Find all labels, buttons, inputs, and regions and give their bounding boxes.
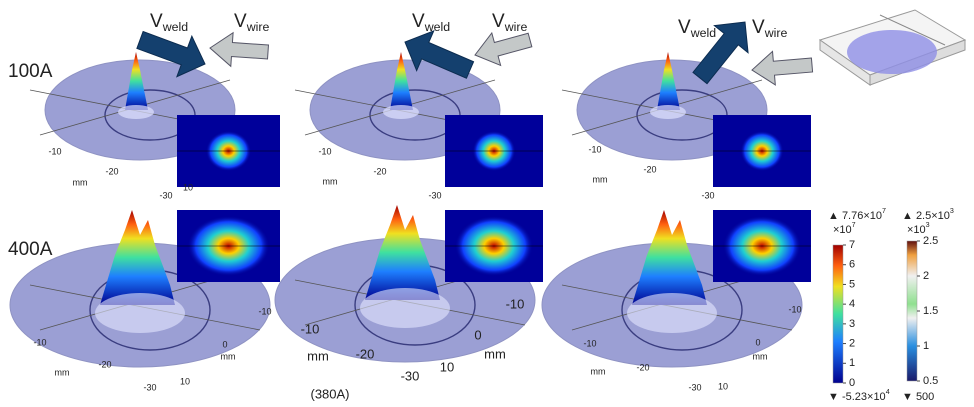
colorbar-tick-label: 0.5 <box>923 375 938 387</box>
note: (380A) <box>310 386 349 401</box>
velocity-label-script: weld <box>690 26 717 40</box>
colorbar-tick-label: 2 <box>923 270 929 282</box>
colorbar-multiplier-script: 7 <box>852 221 856 229</box>
velocity-arrow <box>475 33 532 65</box>
axis-label: mm <box>323 176 338 186</box>
axis-label: -20 <box>636 362 649 372</box>
pool <box>118 105 154 119</box>
colorbar-tick-label: 1.5 <box>923 305 938 317</box>
axis-label: 0 <box>755 337 760 347</box>
velocity-label: Vweld <box>150 11 188 34</box>
axis-label: -30 <box>428 190 441 200</box>
colorbar-multiplier-script: 3 <box>926 221 930 229</box>
axis-label: -20 <box>643 164 656 174</box>
colorbar-tick-label: 3 <box>849 318 855 330</box>
pool <box>627 293 717 333</box>
colorbar-tick-label: 2 <box>849 337 855 349</box>
velocity-label-main: V <box>752 17 765 38</box>
velocity-label: Vweld <box>412 11 450 34</box>
pool <box>650 105 686 119</box>
axis-label: -10 <box>301 321 320 336</box>
axis-label: mm <box>55 367 70 377</box>
colorbar-tick-label: 2.5 <box>923 235 938 247</box>
axis-label: -10 <box>588 144 601 154</box>
colorbar-min: ▼ 500 <box>902 391 934 403</box>
axis-label: 0 <box>222 339 227 349</box>
velocity-label-main: V <box>412 11 425 32</box>
colorbar-tick-label: 5 <box>849 278 855 290</box>
velocity-label-script: wire <box>246 20 270 34</box>
colorbar-tick-label: 7 <box>849 239 855 251</box>
colorbar-tick-label: 4 <box>849 298 855 310</box>
axis-label: -10 <box>258 306 271 316</box>
velocity-arrow <box>210 33 268 67</box>
velocity-label-script: weld <box>162 20 189 34</box>
axis-label: 10 <box>183 182 193 192</box>
thumbnail <box>820 10 965 85</box>
axis-label: mm <box>307 348 329 363</box>
axis-label: 10 <box>180 376 190 386</box>
axis-label: -30 <box>143 382 156 392</box>
colorbar-min-main: ▼ 500 <box>902 391 934 403</box>
colorbar-max-script: 7 <box>882 207 886 215</box>
axis-label: -20 <box>105 166 118 176</box>
axis-label: -10 <box>318 146 331 156</box>
pool <box>360 288 450 328</box>
colorbar-tick-label: 1 <box>849 357 855 369</box>
velocity-label: Vweld <box>678 17 716 40</box>
axis-label: -20 <box>373 166 386 176</box>
axis-label: 10 <box>718 381 728 391</box>
axis-label: mm <box>484 346 506 361</box>
row-label: 400A <box>8 239 53 260</box>
colorbar-max-script: 3 <box>950 207 954 215</box>
axis-label: -30 <box>159 190 172 200</box>
axis-label: -20 <box>98 359 111 369</box>
colorbar-tick-label: 1 <box>923 340 929 352</box>
axis-label: mm <box>73 177 88 187</box>
axis-label: mm <box>591 366 606 376</box>
colorbar-tick-label: 0 <box>849 377 855 389</box>
axis-label: 10 <box>440 359 454 374</box>
colorbar-max: ▲ 2.5×103 <box>902 207 954 222</box>
velocity-label: Vwire <box>752 17 787 40</box>
axis-label: -10 <box>583 338 596 348</box>
axis-label: -30 <box>688 382 701 392</box>
colorbar <box>833 245 843 383</box>
axis-label: -30 <box>701 190 714 200</box>
colorbar-tick-label: 6 <box>849 259 855 271</box>
velocity-label-main: V <box>678 17 691 38</box>
colorbar <box>907 241 917 381</box>
axis-label: -10 <box>506 296 525 311</box>
velocity-label-script: wire <box>504 20 528 34</box>
axis-label: mm <box>221 351 236 361</box>
axis-label: -10 <box>788 304 801 314</box>
axis-label: -20 <box>356 346 375 361</box>
pool <box>383 105 419 119</box>
velocity-label: Vwire <box>234 11 269 34</box>
axis-label: 0 <box>474 327 481 342</box>
velocity-label-main: V <box>150 11 163 32</box>
pool <box>95 293 185 333</box>
colorbar-min-script: 4 <box>886 388 890 396</box>
axis-label: mm <box>593 174 608 184</box>
velocity-label-main: V <box>492 11 505 32</box>
velocity-label-script: weld <box>424 20 451 34</box>
row-label: 100A <box>8 61 53 82</box>
colorbar-min-main: ▼ -5.23×10 <box>828 391 886 403</box>
axis-label: mm <box>753 351 768 361</box>
axis-label: -30 <box>401 368 420 383</box>
velocity-label: Vwire <box>492 11 527 34</box>
colorbar-max: ▲ 7.76×107 <box>828 207 886 222</box>
colorbar-min: ▼ -5.23×104 <box>828 388 890 403</box>
colorbar-multiplier-main: ×10 <box>833 224 852 236</box>
axis-label: -10 <box>33 337 46 347</box>
velocity-label-script: wire <box>764 26 788 40</box>
axis-label: -10 <box>48 146 61 156</box>
colorbar-multiplier: ×107 <box>833 221 856 236</box>
colorbar-multiplier: ×103 <box>907 221 930 236</box>
figure: 100A400A-10mm-20-3010-10mm-20-30-10mm-20… <box>0 0 974 407</box>
velocity-label-main: V <box>234 11 247 32</box>
